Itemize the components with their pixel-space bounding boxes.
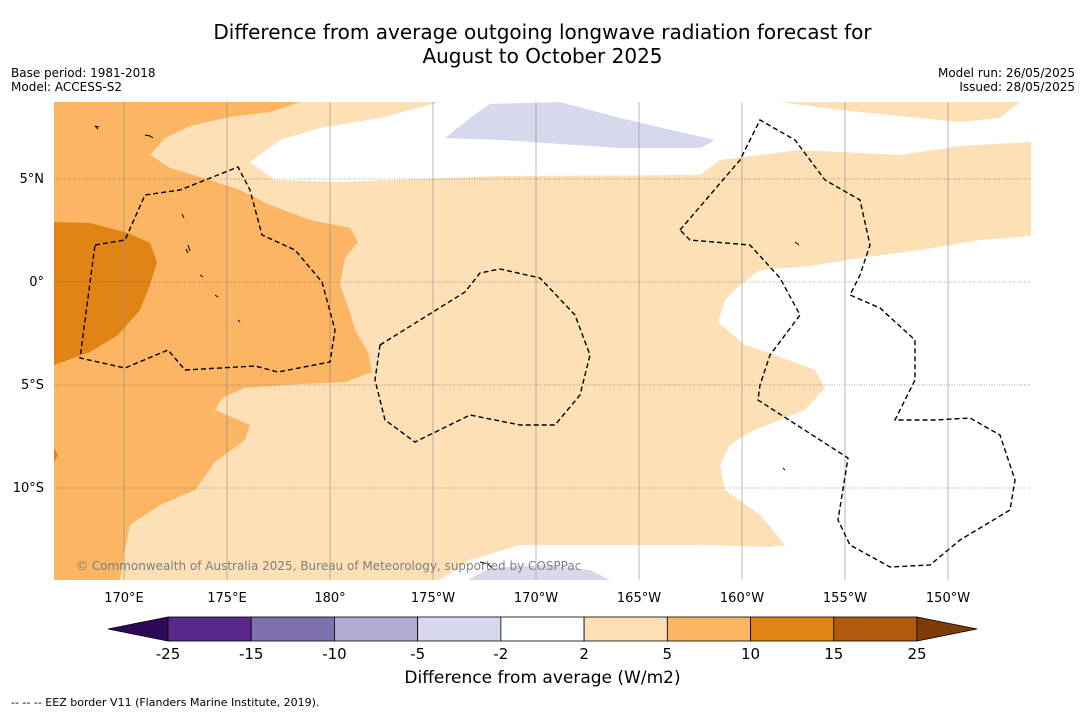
eez-border-phoenix-islands	[374, 268, 591, 443]
colorbar-segment	[750, 616, 835, 642]
anomaly-region-10-to-15	[54, 222, 157, 365]
colorbar-segment	[583, 616, 668, 642]
map-title: Difference from average outgoing longwav…	[0, 20, 1085, 68]
longitude-labels: 170°E 175°E 180° 175°W 170°W 165°W 160°W…	[104, 591, 970, 606]
lat-label: 5°S	[21, 378, 44, 393]
title-line-2: August to October 2025	[422, 44, 663, 68]
colorbar-segment	[334, 616, 419, 642]
anomaly-region-neg5-to-neg2-bottom	[468, 565, 610, 580]
colorbar-tick-label: -10	[322, 645, 347, 663]
colorbar-segment	[417, 616, 502, 642]
colorbar-title: Difference from average (W/m2)	[404, 668, 681, 688]
lon-label: 170°W	[514, 591, 558, 606]
meta-right: Model run: 26/05/2025 Issued: 28/05/2025	[938, 66, 1075, 94]
lon-label: 180°	[314, 591, 345, 606]
island-markers	[94, 125, 800, 569]
colorbar: -25 -15 -10 -5 -2 2 5 10 15 25	[107, 616, 978, 663]
colorbar-segment	[250, 616, 335, 642]
colorbar-tick-label: 2	[579, 645, 589, 663]
lat-label: 5°N	[20, 172, 45, 187]
eez-footnote: -- -- -- EEZ border V11 (Flanders Marine…	[11, 696, 320, 709]
colorbar-segment	[833, 616, 918, 642]
map-area[interactable]	[54, 102, 1031, 580]
colorbar-tick-label: 10	[741, 645, 760, 663]
lon-label: 155°W	[823, 591, 867, 606]
model-run-label: Model run: 26/05/2025	[937, 66, 1075, 80]
latitude-labels: 5°N 0° 5°S 10°S	[13, 172, 44, 496]
lon-label: 150°W	[926, 591, 970, 606]
colorbar-segment	[167, 616, 252, 642]
colorbar-segment	[500, 616, 585, 642]
copyright-notice: © Commonwealth of Australia 2025, Bureau…	[76, 559, 582, 573]
gridlines-lat	[54, 178, 1031, 489]
lon-label: 175°W	[411, 591, 455, 606]
gridlines	[123, 102, 949, 580]
issued-label: Issued: 28/05/2025	[959, 80, 1075, 94]
eez-border-line-islands	[679, 119, 1016, 568]
lat-label: 0°	[29, 275, 44, 290]
eez-border-kiribati-gilberts	[79, 166, 336, 373]
anomaly-region-2-to-5-top-right	[780, 102, 1020, 122]
colorbar-tick-label: -15	[239, 645, 264, 663]
colorbar-segment	[666, 616, 751, 642]
colorbar-tick-label: 25	[907, 645, 926, 663]
lon-label: 165°W	[617, 591, 661, 606]
lat-label: 10°S	[13, 481, 44, 496]
colorbar-tick-label: -25	[156, 645, 181, 663]
anomaly-region-10-to-15-small	[54, 448, 58, 462]
lon-label: 160°W	[720, 591, 764, 606]
colorbar-tick-label: 5	[663, 645, 673, 663]
colorbar-tick-label: 15	[824, 645, 843, 663]
base-period-label: Base period: 1981-2018	[11, 66, 156, 80]
lon-label: 170°E	[104, 591, 144, 606]
colorbar-tick-label: -5	[410, 645, 425, 663]
meta-left: Base period: 1981-2018 Model: ACCESS-S2	[11, 66, 156, 94]
model-label: Model: ACCESS-S2	[11, 80, 123, 94]
colorbar-extend-low	[107, 616, 169, 642]
anomaly-region-neg5-to-neg2	[445, 102, 715, 148]
colorbar-tick-label: -2	[493, 645, 508, 663]
lon-label: 175°E	[207, 591, 247, 606]
title-line-1: Difference from average outgoing longwav…	[213, 20, 872, 44]
colorbar-extend-high	[916, 616, 978, 642]
eez-borders	[79, 119, 1016, 568]
